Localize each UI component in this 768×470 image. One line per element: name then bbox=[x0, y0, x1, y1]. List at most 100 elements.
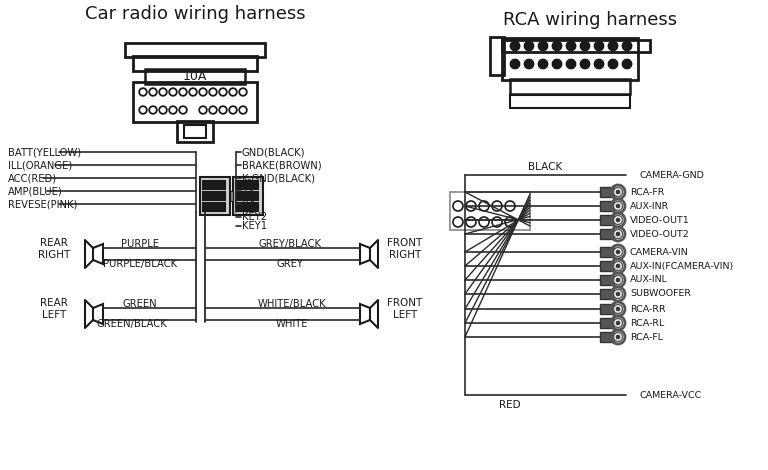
Text: WHITE: WHITE bbox=[276, 319, 308, 329]
Circle shape bbox=[614, 261, 623, 271]
Bar bbox=[203, 203, 209, 211]
Text: CAMERA-VCC: CAMERA-VCC bbox=[640, 391, 702, 400]
Circle shape bbox=[616, 232, 620, 236]
Text: SUBWOOFER: SUBWOOFER bbox=[630, 290, 691, 298]
Bar bbox=[600, 275, 614, 285]
Bar bbox=[600, 229, 614, 239]
Circle shape bbox=[616, 264, 620, 268]
Bar bbox=[211, 203, 217, 211]
Text: KEY1: KEY1 bbox=[242, 221, 267, 231]
Bar bbox=[600, 187, 614, 197]
Circle shape bbox=[616, 190, 620, 194]
Circle shape bbox=[525, 60, 534, 69]
Text: RCA-RR: RCA-RR bbox=[630, 305, 666, 313]
Text: BRAKE(BROWN): BRAKE(BROWN) bbox=[242, 160, 322, 170]
Text: RX: RX bbox=[242, 199, 256, 209]
Text: AUX-IN(FCAMERA-VIN): AUX-IN(FCAMERA-VIN) bbox=[630, 261, 734, 271]
Circle shape bbox=[623, 41, 631, 50]
Circle shape bbox=[581, 41, 590, 50]
Bar bbox=[203, 181, 209, 189]
Bar bbox=[236, 181, 242, 189]
Bar bbox=[211, 192, 217, 200]
Bar bbox=[184, 125, 206, 138]
Circle shape bbox=[616, 307, 620, 311]
Circle shape bbox=[511, 41, 519, 50]
Bar bbox=[600, 289, 614, 299]
Circle shape bbox=[594, 60, 604, 69]
Bar bbox=[219, 181, 225, 189]
Text: RED: RED bbox=[499, 400, 521, 410]
Text: Car radio wiring harness: Car radio wiring harness bbox=[84, 5, 306, 23]
Bar bbox=[252, 181, 258, 189]
Circle shape bbox=[614, 332, 623, 342]
Bar bbox=[145, 69, 245, 84]
Bar bbox=[219, 192, 225, 200]
Circle shape bbox=[614, 229, 623, 238]
Text: WHITE/BLACK: WHITE/BLACK bbox=[258, 299, 326, 309]
Text: AUX-INR: AUX-INR bbox=[630, 202, 669, 211]
Text: REVESE(PINK): REVESE(PINK) bbox=[8, 199, 78, 209]
Bar bbox=[244, 203, 250, 211]
Bar bbox=[230, 191, 233, 201]
Bar bbox=[211, 181, 217, 189]
Bar bbox=[502, 38, 638, 80]
Circle shape bbox=[614, 290, 623, 298]
Text: GREEN: GREEN bbox=[123, 299, 157, 309]
Circle shape bbox=[567, 60, 575, 69]
Text: REAR
RIGHT: REAR RIGHT bbox=[38, 238, 70, 260]
Circle shape bbox=[608, 41, 617, 50]
Bar bbox=[600, 261, 614, 271]
Circle shape bbox=[567, 41, 575, 50]
Circle shape bbox=[616, 204, 620, 208]
Circle shape bbox=[614, 188, 623, 196]
Bar bbox=[510, 95, 630, 108]
Circle shape bbox=[614, 319, 623, 328]
Bar bbox=[177, 121, 213, 142]
Text: TX: TX bbox=[242, 186, 255, 196]
Bar bbox=[502, 40, 650, 52]
Bar bbox=[125, 43, 265, 57]
Circle shape bbox=[623, 60, 631, 69]
Bar bbox=[600, 332, 614, 342]
Text: K-GND(BLACK): K-GND(BLACK) bbox=[242, 173, 315, 183]
Circle shape bbox=[538, 41, 548, 50]
Circle shape bbox=[614, 305, 623, 313]
Text: BATT(YELLOW): BATT(YELLOW) bbox=[8, 147, 81, 157]
Bar bbox=[219, 203, 225, 211]
Bar bbox=[133, 56, 257, 71]
Text: GREY: GREY bbox=[276, 259, 303, 269]
Circle shape bbox=[608, 60, 617, 69]
Circle shape bbox=[538, 60, 548, 69]
Text: RCA-FR: RCA-FR bbox=[630, 188, 664, 196]
Text: RCA-RL: RCA-RL bbox=[630, 319, 664, 328]
Circle shape bbox=[614, 216, 623, 225]
Text: ILL(ORANGE): ILL(ORANGE) bbox=[8, 160, 72, 170]
Bar bbox=[600, 215, 614, 225]
Text: CAMERA-VIN: CAMERA-VIN bbox=[630, 248, 689, 257]
Circle shape bbox=[594, 41, 604, 50]
Circle shape bbox=[616, 218, 620, 222]
Bar bbox=[236, 192, 242, 200]
Bar bbox=[510, 79, 630, 94]
Bar bbox=[600, 201, 614, 211]
Bar bbox=[244, 181, 250, 189]
Bar bbox=[450, 192, 530, 230]
Circle shape bbox=[616, 321, 620, 325]
Circle shape bbox=[552, 41, 561, 50]
Circle shape bbox=[614, 248, 623, 257]
Circle shape bbox=[581, 60, 590, 69]
Text: RCA-FL: RCA-FL bbox=[630, 332, 663, 342]
Text: GND(BLACK): GND(BLACK) bbox=[242, 147, 306, 157]
Text: GREY/BLACK: GREY/BLACK bbox=[259, 239, 322, 249]
Circle shape bbox=[614, 202, 623, 211]
Bar bbox=[244, 192, 250, 200]
Text: VIDEO-OUT1: VIDEO-OUT1 bbox=[630, 216, 690, 225]
Text: CAMERA-GND: CAMERA-GND bbox=[640, 171, 705, 180]
Bar bbox=[600, 318, 614, 328]
Text: AMP(BLUE): AMP(BLUE) bbox=[8, 186, 63, 196]
Text: BLACK: BLACK bbox=[528, 162, 562, 172]
Bar bbox=[203, 192, 209, 200]
Text: GREEN/BLACK: GREEN/BLACK bbox=[97, 319, 167, 329]
Text: AUX-INL: AUX-INL bbox=[630, 275, 668, 284]
Bar bbox=[490, 37, 504, 75]
